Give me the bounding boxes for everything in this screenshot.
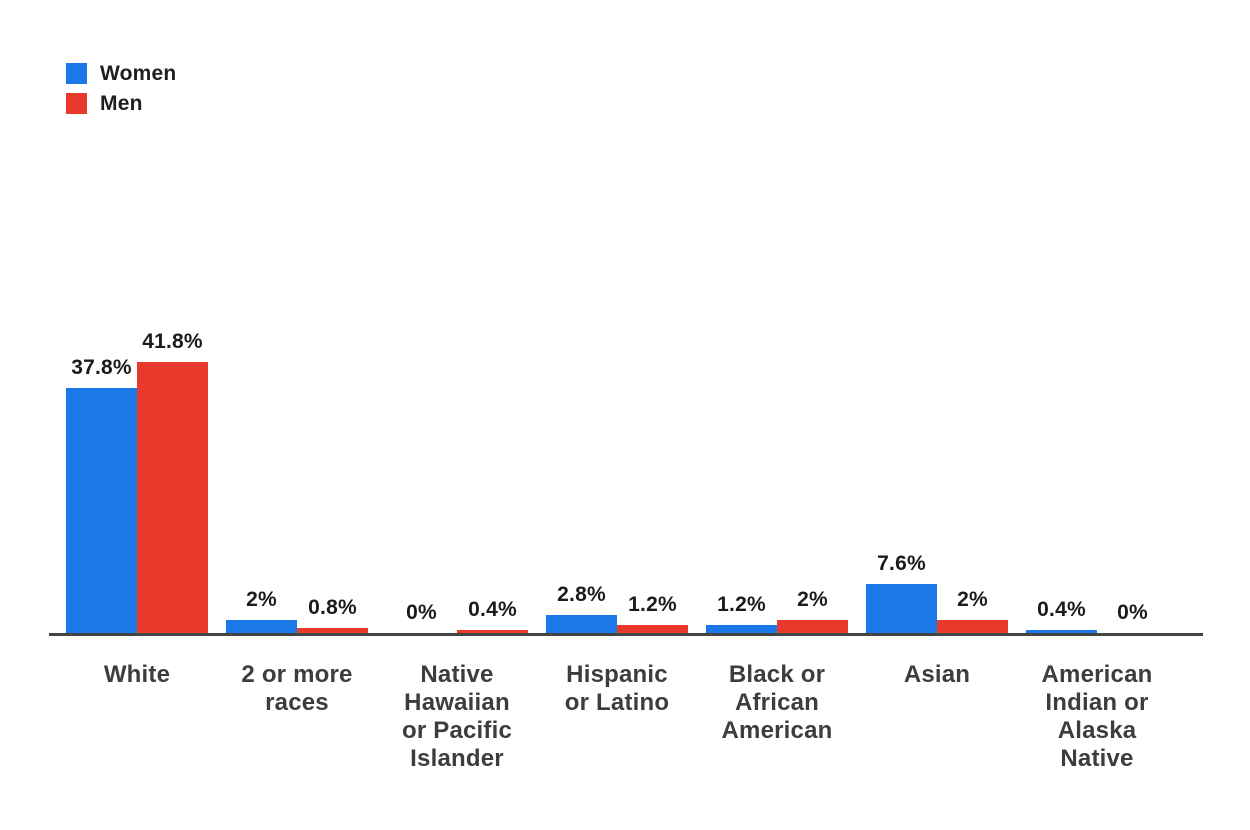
category-label-native-hawaiian-or-pacific-islander: Native Hawaiian or Pacific Islander bbox=[401, 661, 513, 772]
bar-value-label-women-hispanic-or-latino: 2.8% bbox=[557, 583, 606, 606]
legend-label-men: Men bbox=[100, 91, 143, 115]
bar-women-2-or-more-races bbox=[226, 620, 297, 633]
bar-women-american-indian-or-alaska-native bbox=[1026, 630, 1097, 633]
category-label-white: White bbox=[103, 661, 171, 688]
category-label-2-or-more-races: 2 or more races bbox=[241, 661, 353, 716]
legend-swatch-women-icon bbox=[66, 63, 87, 84]
category-label-black-or-african-american: Black or African American bbox=[721, 661, 833, 744]
bar-value-label-men-american-indian-or-alaska-native: 0% bbox=[1117, 601, 1148, 624]
category-label-hispanic-or-latino: Hispanic or Latino bbox=[564, 661, 670, 716]
bar-women-hispanic-or-latino bbox=[546, 615, 617, 633]
category-label-asian: Asian bbox=[903, 661, 971, 688]
bar-value-label-women-native-hawaiian-or-pacific-islander: 0% bbox=[406, 601, 437, 624]
bar-women-asian bbox=[866, 584, 937, 633]
bar-men-hispanic-or-latino bbox=[617, 625, 688, 633]
bar-value-label-men-2-or-more-races: 0.8% bbox=[308, 596, 357, 619]
bar-men-white bbox=[137, 362, 208, 633]
category-label-american-indian-or-alaska-native: American Indian or Alaska Native bbox=[1041, 661, 1153, 772]
legend-item-women: Women bbox=[66, 61, 177, 85]
bar-value-label-men-native-hawaiian-or-pacific-islander: 0.4% bbox=[468, 598, 517, 621]
bar-men-native-hawaiian-or-pacific-islander bbox=[457, 630, 528, 633]
bar-value-label-men-asian: 2% bbox=[957, 588, 988, 611]
bar-value-label-women-black-or-african-american: 1.2% bbox=[717, 593, 766, 616]
legend-item-men: Men bbox=[66, 91, 176, 115]
bar-value-label-women-asian: 7.6% bbox=[877, 552, 926, 575]
bar-value-label-women-2-or-more-races: 2% bbox=[246, 588, 277, 611]
bar-value-label-men-black-or-african-american: 2% bbox=[797, 588, 828, 611]
bar-women-black-or-african-american bbox=[706, 625, 777, 633]
legend-swatch-men-icon bbox=[66, 93, 87, 114]
legend-label-women: Women bbox=[100, 61, 177, 85]
bar-value-label-women-american-indian-or-alaska-native: 0.4% bbox=[1037, 598, 1086, 621]
bar-men-black-or-african-american bbox=[777, 620, 848, 633]
bar-value-label-men-white: 41.8% bbox=[142, 330, 203, 353]
bar-value-label-women-white: 37.8% bbox=[71, 356, 132, 379]
x-axis-line bbox=[49, 633, 1203, 636]
bar-value-label-men-hispanic-or-latino: 1.2% bbox=[628, 593, 677, 616]
bar-men-2-or-more-races bbox=[297, 628, 368, 633]
chart-legend: Women Men bbox=[66, 61, 177, 123]
bar-women-white bbox=[66, 388, 137, 633]
bar-men-asian bbox=[937, 620, 1008, 633]
